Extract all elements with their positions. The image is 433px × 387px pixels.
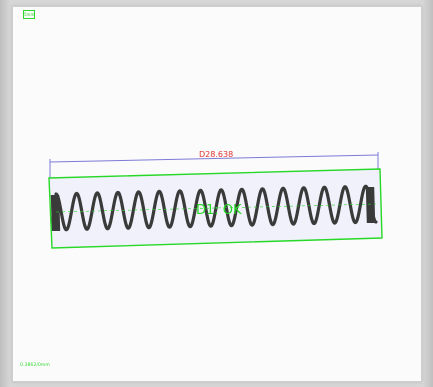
spring-end-coil [56,194,61,232]
spring-end-coil [365,186,370,224]
corner-scale-badge: 5mm [23,10,35,19]
scale-readout: 0.3862/0mm [20,363,50,368]
spring-end-coil [54,194,59,232]
spring-end-coil [52,194,57,232]
spring-end-coil [371,186,376,224]
spring-image [50,184,378,232]
result-status-label: D1: OK [196,203,242,218]
spring-end-coil [50,194,55,232]
spring-end-coil [369,186,374,224]
roi-box[interactable] [48,168,383,249]
spring-coil [54,184,378,232]
dimension-label: D28.638 [199,150,233,159]
spring-end-coil [367,186,372,224]
dimension-line [49,152,379,178]
inspection-overlay: D28.638 D1: OK [48,150,383,249]
center-axis [55,203,377,213]
